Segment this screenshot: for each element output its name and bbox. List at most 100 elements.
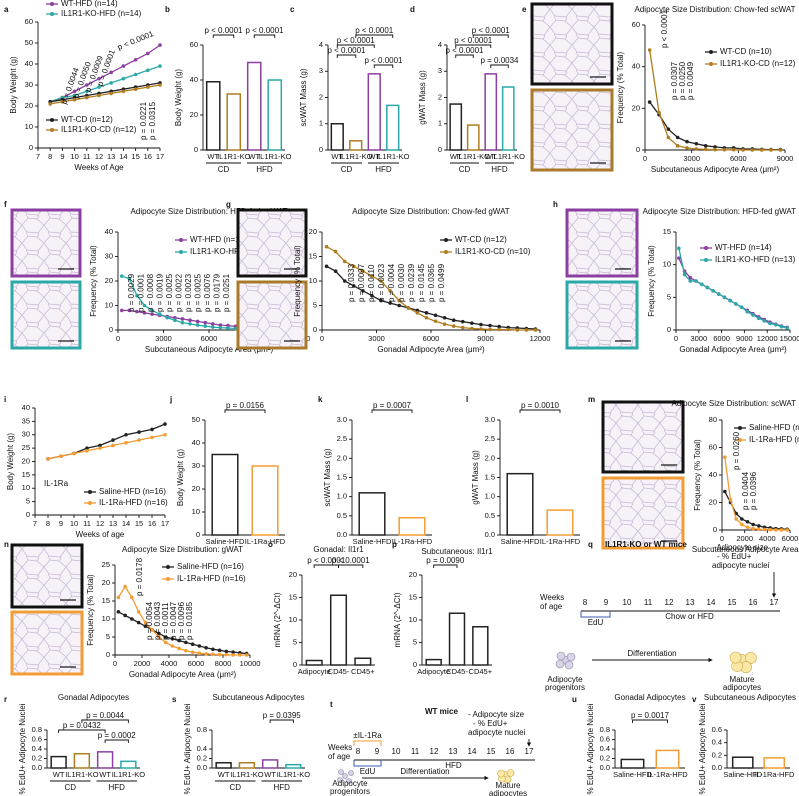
y-tick-label: 60 [25,17,33,26]
legend-label: IL1R1-KO-CD (n=10) [455,247,531,256]
x-tick-label: 14 [122,519,130,528]
cell-label: Adipocyte [547,675,583,684]
marker [740,517,744,521]
marker [231,653,235,657]
x-tick-label: 8 [48,152,52,161]
marker [379,279,383,283]
group-label: HFD [274,783,291,792]
x-tick-label: IL-1Ra-HFD [392,537,433,546]
panel-letter: o [268,540,273,549]
x-tick-label: IL-1Ra-HFD [245,537,286,546]
marker [116,595,121,600]
bar [763,757,786,769]
p-value: p = 0.0178 [135,557,144,596]
marker [124,440,128,445]
y-tick-label: 3 [319,66,323,75]
marker [211,652,215,657]
legend-label: Saline-HFD (n=16) [99,487,166,496]
y-tick-label: 2.0 [337,453,347,462]
mature-cell [744,652,757,664]
marker [675,144,680,148]
y-tick-label: 40 [25,59,33,68]
y-axis-label: Frequency (% Total) [86,574,95,646]
marker [72,97,77,102]
bracket [433,564,458,568]
marker [745,525,750,530]
bar [620,758,645,769]
x-tick-label: 0 [320,334,324,343]
y-tick-label: 0.6 [600,734,610,743]
y-tick-label: 40 [632,62,640,71]
x-tick-label: 6000 [423,334,440,343]
y-tick-label: 0.0 [600,763,610,772]
marker [388,289,392,293]
bar [425,658,442,666]
week-number: 10 [392,747,401,756]
cell-label: adipocytes [723,683,761,692]
legend-marker [709,50,713,54]
x-tick-label: WT [450,152,462,161]
marker [119,308,124,313]
p-value: p = 0.0315 [148,101,157,140]
progenitor-cell [342,773,348,779]
marker [497,327,501,332]
micrograph [10,543,84,609]
marker [415,311,420,315]
bracket [224,409,266,413]
group-label: CD [459,165,471,174]
y-tick-label: 40 [22,403,30,412]
y-tick-label: 0 [438,145,442,154]
p-value: p < 0.0001 [337,36,376,45]
p-value: p = 0.0076 [203,273,212,312]
cell-label: Mature [496,781,521,790]
marker [333,249,338,254]
micrograph [530,2,614,86]
x-tick-label: 15000 [780,334,799,343]
edu-bracket [580,611,611,618]
cell-label: Mature [730,675,755,684]
marker [442,322,447,326]
y-tick-label: 30 [192,461,200,470]
y-axis-label: % EdU+ Adipocyte Nuclei [586,703,595,794]
bar [354,657,372,666]
marker [488,323,492,328]
marker [324,264,329,269]
bracket [371,409,413,413]
legend-label: WT-CD (n=12) [455,235,507,244]
marker [751,522,755,527]
p-value: p = 0.0010 [521,401,560,410]
progenitor-cell [566,652,576,662]
marker [740,522,744,527]
marker [204,652,208,656]
panel-letter: v [692,695,697,704]
y-tick-label: 5 [413,637,417,646]
x-tick-label: IL1R1-KO [217,152,251,161]
p-value: p < 0.0001 [116,29,155,52]
marker [211,647,215,652]
p-value: p = 0.0044 [86,711,125,720]
marker [231,650,235,654]
marker [451,318,456,323]
marker [233,326,238,331]
marker [728,298,732,303]
legend-marker [88,501,92,505]
week-number: 11 [644,598,653,607]
marker [751,313,755,317]
x-tick-label: 9000 [777,154,794,163]
x-tick-label: Saline-HFD [353,537,392,546]
marker [98,446,102,450]
marker [757,524,761,528]
x-tick-label: 8 [46,519,50,528]
x-tick-label: 3000 [690,334,707,343]
x-tick-label: 16 [144,152,152,161]
chart-title: Gonadal Adipocytes [58,693,129,702]
panel-letter: g [226,200,231,209]
progenitor-cell [564,660,574,670]
y-tick-label: 0 [29,143,33,152]
x-tick-label: IL1R1-KO [376,152,410,161]
marker [750,148,755,152]
p-value: p = 0.0145 [417,263,426,302]
week-number: 8 [583,598,588,607]
legend-marker [444,250,448,254]
